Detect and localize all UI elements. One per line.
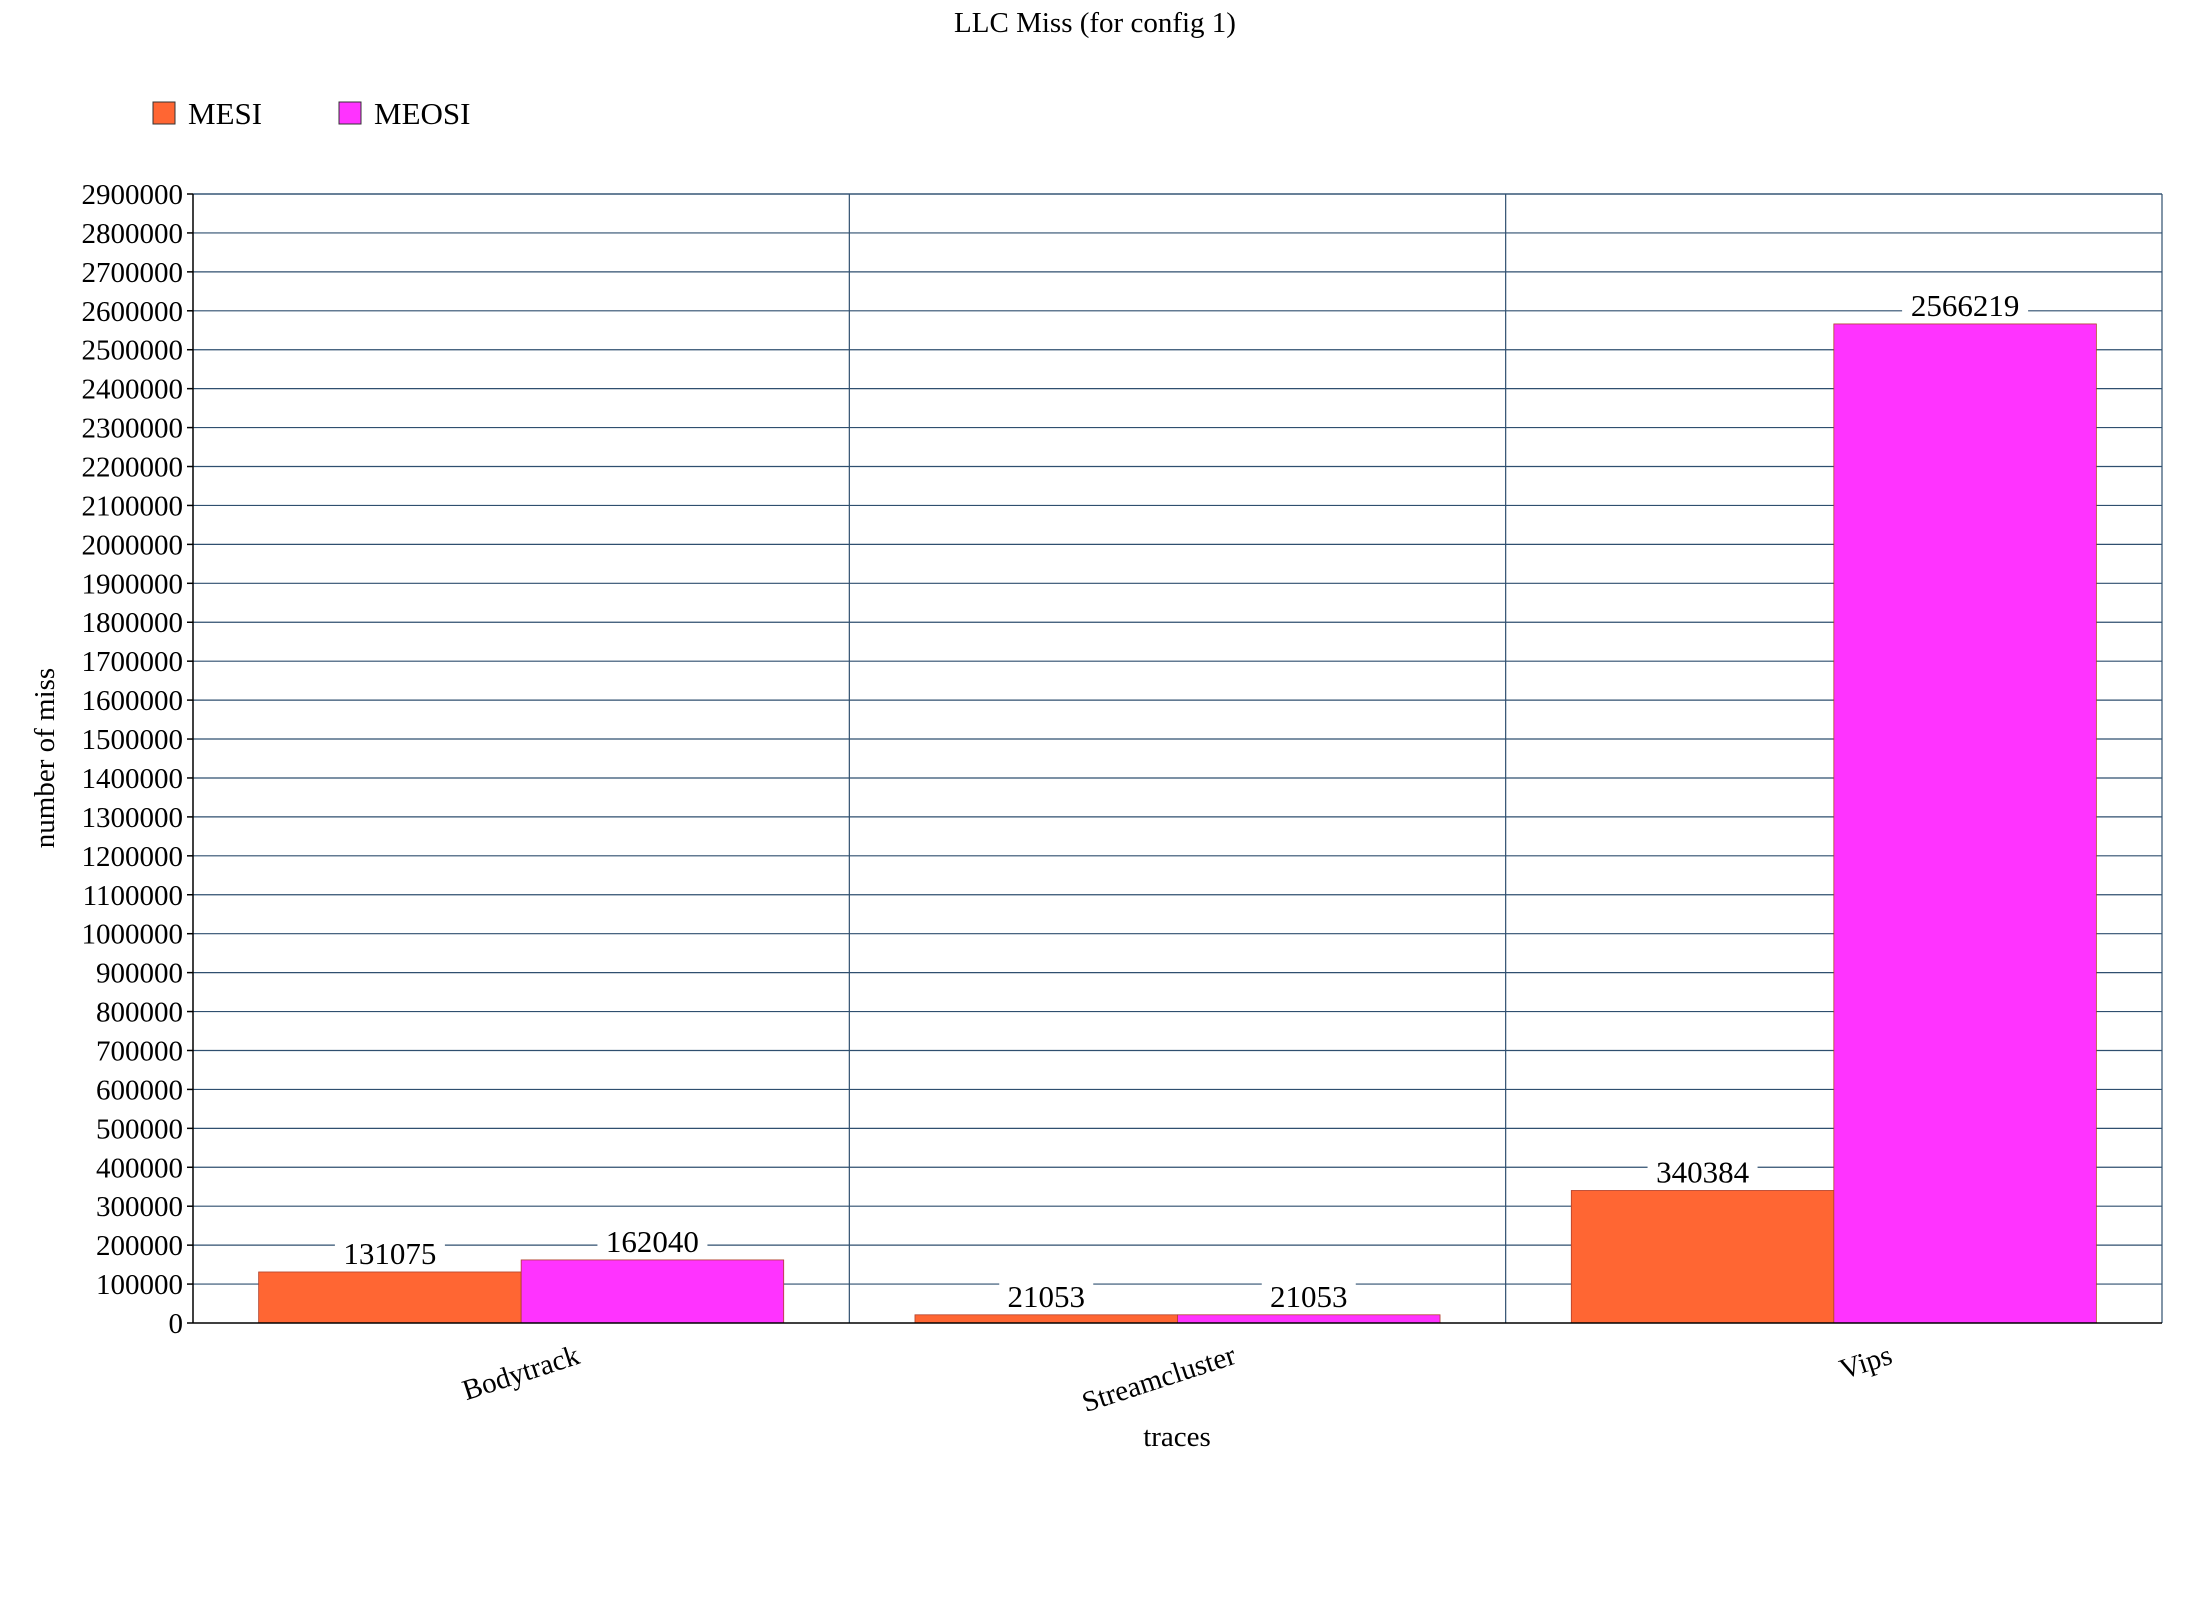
y-tick-label: 200000 (96, 1230, 183, 1262)
x-tick-label: Streamcluster (1078, 1339, 1240, 1419)
y-tick-label: 1600000 (82, 685, 184, 717)
y-tick-label: 100000 (96, 1269, 183, 1301)
y-tick-label: 2300000 (82, 413, 184, 445)
data-label: 21053 (1270, 1279, 1348, 1314)
y-tick-label: 900000 (96, 958, 183, 990)
data-label-bg (334, 1236, 445, 1269)
y-tick-label: 1800000 (82, 607, 184, 639)
legend-label-mesi: MESI (188, 96, 262, 131)
bar-mesi-bodytrack (258, 1271, 522, 1324)
legend: MESI MEOSI (152, 96, 470, 131)
y-tick-label: 2100000 (82, 490, 184, 522)
x-tick-label: Vips (1836, 1339, 1896, 1386)
y-tick-label: 400000 (96, 1152, 183, 1184)
data-label: 2566219 (1911, 288, 2020, 323)
y-tick-label: 1700000 (82, 646, 184, 678)
y-tick-label: 2700000 (82, 257, 184, 289)
y-tick-label: 1500000 (82, 724, 184, 756)
y-tick-label: 2600000 (82, 296, 184, 328)
y-tick-label: 2400000 (82, 374, 184, 406)
y-axis-label: number of miss (29, 668, 61, 848)
bar-mesi-streamcluster (914, 1314, 1178, 1324)
y-tick-label: 2000000 (82, 529, 184, 561)
data-label: 162040 (606, 1224, 699, 1259)
data-label-bg (1902, 288, 2029, 321)
bars-layer (258, 323, 2097, 1324)
data-label-bg (1261, 1279, 1356, 1312)
y-tick-label: 600000 (96, 1074, 183, 1106)
legend-swatch-mesi (152, 101, 176, 125)
y-tick-label: 1100000 (83, 880, 183, 912)
data-labels-layer: 131075 162040 21053 21053 340384 2566219 (334, 288, 2029, 1314)
data-label-bg (1647, 1155, 1758, 1188)
y-tick-label: 700000 (96, 1035, 183, 1067)
y-tick-label: 1400000 (82, 763, 184, 795)
data-label: 131075 (343, 1236, 436, 1271)
legend-label-meosi: MEOSI (374, 96, 470, 131)
y-tick-label: 500000 (96, 1113, 183, 1145)
y-tick-label: 2900000 (82, 179, 184, 211)
y-tick-label: 1200000 (82, 841, 184, 873)
y-tick-label: 2800000 (82, 218, 184, 250)
data-label: 21053 (1007, 1279, 1085, 1314)
bar-meosi-bodytrack (520, 1259, 785, 1324)
y-tick-label: 2500000 (82, 335, 184, 367)
y-tick-label: 0 (169, 1308, 184, 1340)
y-tick-label: 2200000 (82, 452, 184, 484)
data-label-bg (597, 1224, 708, 1257)
chart-title: LLC Miss (for config 1) (954, 7, 1236, 39)
data-label: 340384 (1656, 1154, 1750, 1189)
data-label-bg (999, 1279, 1094, 1312)
y-tick-label: 300000 (96, 1191, 183, 1223)
bar-mesi-vips (1570, 1190, 1835, 1324)
x-axis-label: traces (1143, 1421, 1211, 1453)
y-tick-label: 1300000 (82, 802, 184, 834)
bar-meosi-vips (1833, 323, 2097, 1324)
legend-swatch-meosi (338, 101, 362, 125)
y-tick-label: 1000000 (82, 919, 184, 951)
x-tick-label: Bodytrack (459, 1339, 584, 1407)
y-tick-label: 800000 (96, 997, 183, 1029)
bar-meosi-streamcluster (1177, 1314, 1441, 1324)
y-tick-label: 1900000 (82, 568, 184, 600)
